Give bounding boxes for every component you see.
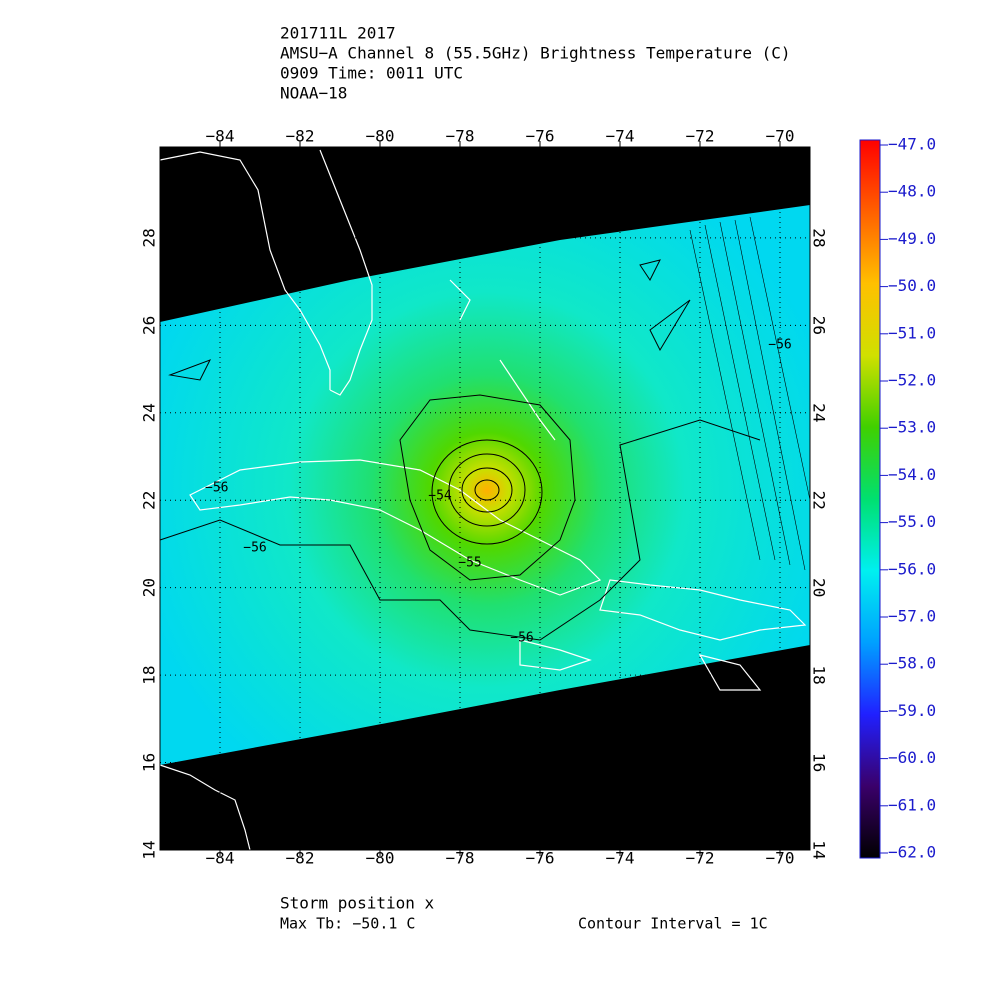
colorbar-label: −59.0 [888, 701, 936, 720]
y-tick-label: 14 [810, 840, 829, 859]
y-tick-label: 22 [140, 491, 159, 510]
colorbar: −47.0 −48.0 −49.0 −50.0 −51.0 −52.0 −53.0 −54.0… [859, 135, 936, 862]
edge-contours [689, 216, 811, 571]
title-line: 201711L 2017 [280, 24, 396, 43]
y-tick-label: 24 [810, 403, 829, 422]
contour [159, 259, 761, 641]
colorbar-label: −50.0 [888, 276, 936, 295]
y-tick-label: 22 [810, 491, 829, 510]
contour-label: −56 [510, 631, 533, 646]
colorbar-label: −51.0 [888, 323, 936, 342]
map: −56 −56 −55 −54 −56 −56 [159, 146, 811, 851]
colorbar-label: −48.0 [888, 182, 936, 201]
x-tick-label: −70 [766, 849, 795, 868]
y-tick-label: 20 [140, 578, 159, 597]
colorbar-label: −54.0 [888, 465, 936, 484]
x-tick-label: −78 [446, 127, 475, 146]
y-tick-label: 16 [140, 753, 159, 772]
title-block: 201711L 2017 AMSU−A Channel 8 (55.5GHz) … [280, 24, 791, 103]
colorbar-label: −62.0 [888, 843, 936, 862]
x-tick-label: −74 [606, 127, 635, 146]
y-tick-label: 18 [810, 665, 829, 684]
grid [160, 147, 810, 851]
y-tick-label: 16 [810, 753, 829, 772]
x-tick-label: −78 [446, 849, 475, 868]
swath [160, 205, 810, 765]
x-tick-label: −80 [366, 849, 395, 868]
y-tick-label: 28 [140, 228, 159, 247]
contour [461, 467, 513, 513]
contour-label: −54 [428, 489, 452, 504]
max-tb: Max Tb: −50.1 C [280, 915, 415, 933]
contour-label: −56 [205, 481, 228, 496]
title-line: NOAA−18 [280, 84, 347, 103]
x-tick-label: −84 [206, 127, 235, 146]
y-tick-label: 20 [810, 578, 829, 597]
x-tick-label: −82 [286, 849, 315, 868]
map-frame [159, 146, 811, 851]
x-tick-label: −74 [606, 849, 635, 868]
x-tick-label: −70 [766, 127, 795, 146]
title-line: AMSU−A Channel 8 (55.5GHz) Brightness Te… [280, 44, 791, 63]
x-tick-label: −76 [526, 849, 555, 868]
y-tick-label: 28 [810, 228, 829, 247]
y-tick-label: 26 [810, 316, 829, 335]
colorbar-label: −53.0 [888, 418, 936, 437]
contour-label: −56 [243, 541, 266, 556]
x-tick-label: −84 [206, 849, 235, 868]
y-tick-label: 26 [140, 316, 159, 335]
contour-interval: Contour Interval = 1C [578, 915, 768, 933]
y-tick-label: 24 [140, 403, 159, 422]
colorbar-label: −56.0 [888, 559, 936, 578]
x-tick-label: −82 [286, 127, 315, 146]
contour-label: −56 [768, 338, 791, 353]
contour [474, 479, 500, 501]
x-tick-label: −72 [686, 127, 715, 146]
colorbar-ramp [859, 139, 881, 859]
y-tick-label: 18 [140, 665, 159, 684]
colorbar-label: −57.0 [888, 607, 936, 626]
footer: Storm position x Max Tb: −50.1 C Contour… [280, 894, 768, 933]
x-tick-label: −76 [526, 127, 555, 146]
colorbar-label: −49.0 [888, 229, 936, 248]
title-line: 0909 Time: 0011 UTC [280, 64, 463, 83]
storm-position: Storm position x [280, 894, 434, 913]
colorbar-label: −55.0 [888, 512, 936, 531]
contour-label: −55 [458, 556, 481, 571]
contour [448, 453, 526, 527]
colorbar-label: −52.0 [888, 371, 936, 390]
x-tick-label: −80 [366, 127, 395, 146]
y-tick-label: 14 [140, 840, 159, 859]
colorbar-label: −60.0 [888, 748, 936, 767]
colorbar-label: −61.0 [888, 795, 936, 814]
colorbar-label: −58.0 [888, 654, 936, 673]
colorbar-label: −47.0 [888, 135, 936, 154]
x-tick-label: −72 [686, 849, 715, 868]
contour [431, 439, 543, 545]
